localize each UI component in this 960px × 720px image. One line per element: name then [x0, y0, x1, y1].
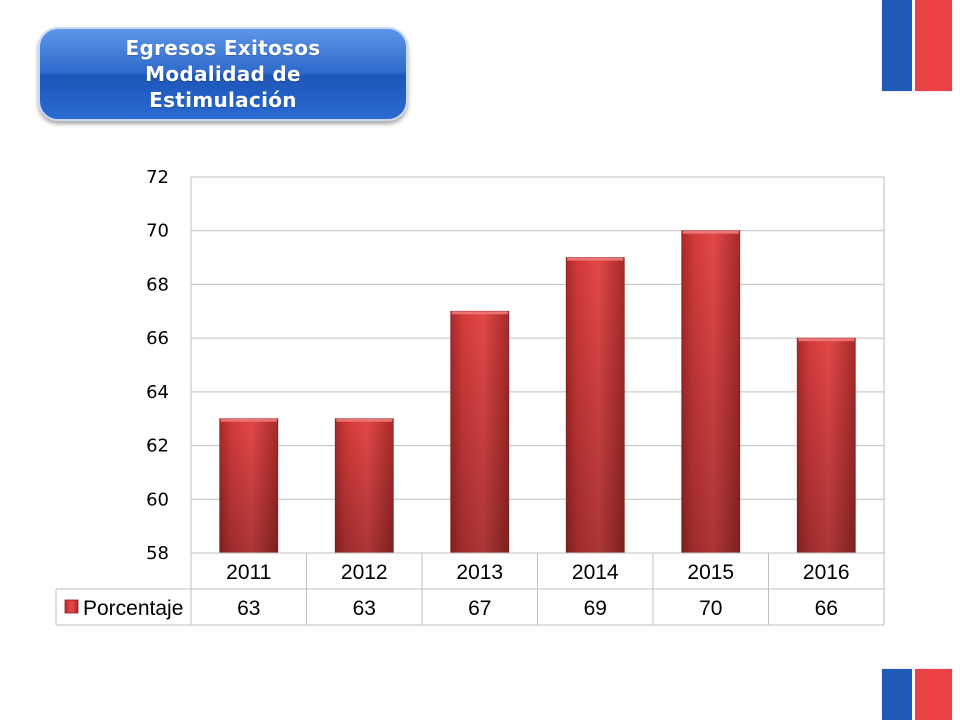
title-line-1: Egresos Exitosos [125, 36, 321, 60]
bar-top-highlight [451, 311, 508, 315]
y-tick-label: 58 [146, 543, 169, 564]
x-tick-label: 2013 [456, 561, 503, 584]
data-label: 67 [468, 597, 491, 620]
y-tick-label: 72 [146, 167, 169, 188]
bar-shade [566, 257, 625, 553]
bar-top-highlight [798, 338, 855, 342]
x-tick-label: 2015 [687, 561, 734, 584]
x-tick-label: 2014 [572, 561, 619, 584]
y-tick-label: 68 [146, 274, 169, 295]
y-tick-label: 60 [146, 489, 169, 510]
title-line-2: Modalidad de [145, 62, 301, 86]
title-banner: Egresos Exitosos Modalidad de Estimulación [38, 27, 408, 121]
legend-swatch [64, 599, 79, 614]
x-tick-label: 2012 [341, 561, 388, 584]
y-tick-label: 62 [146, 436, 169, 457]
title-text: Egresos Exitosos Modalidad de Estimulación [58, 35, 388, 113]
legend-label: Porcentaje [83, 597, 183, 620]
x-tick-label: 2011 [226, 561, 271, 584]
bar-shade [450, 311, 509, 553]
flag-icon-top [882, 0, 952, 91]
title-line-3: Estimulación [149, 88, 297, 112]
bar-shade [219, 418, 278, 553]
bar-top-highlight [567, 257, 624, 261]
x-tick-label: 2016 [803, 561, 850, 584]
bar-shade [797, 338, 856, 553]
data-label: 69 [584, 597, 607, 620]
bar-top-highlight [682, 230, 739, 234]
bar-shade [681, 230, 740, 553]
bar-shade [335, 418, 394, 553]
data-label: 70 [699, 597, 722, 620]
data-label: 63 [237, 597, 260, 620]
bar-top-highlight [336, 418, 393, 422]
y-tick-label: 66 [146, 328, 169, 349]
flag-icon-bottom [882, 669, 952, 720]
y-tick-label: 64 [146, 382, 169, 403]
bar-top-highlight [220, 418, 277, 422]
y-tick-label: 70 [146, 221, 169, 242]
data-label: 63 [353, 597, 376, 620]
data-label: 66 [815, 597, 838, 620]
